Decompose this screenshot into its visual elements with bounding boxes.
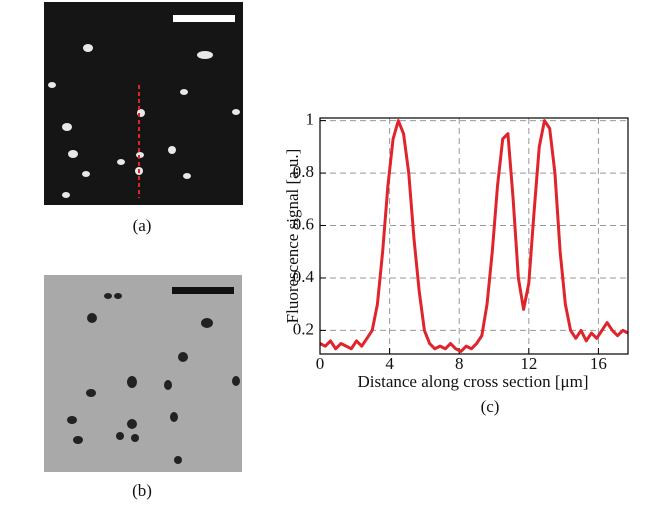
y-tick-label: 0.4 — [293, 267, 315, 286]
data-line — [319, 119, 629, 353]
x-tick-label: 8 — [455, 354, 464, 373]
brightfield-image — [44, 275, 242, 472]
x-tick-label: 0 — [316, 354, 325, 373]
plot-frame — [319, 117, 629, 355]
x-tick-label: 16 — [590, 354, 607, 373]
fluorescence-image — [44, 2, 243, 205]
x-tick-label: 12 — [520, 354, 537, 373]
panel-label: (b) — [132, 481, 152, 500]
x-tick-label: 4 — [385, 354, 394, 373]
y-axis-label: Fluorescence signal [a.u.] — [283, 149, 302, 324]
y-tick-label: 0.2 — [293, 319, 314, 338]
panel-label: (a) — [133, 216, 152, 235]
panel-label: (c) — [481, 397, 500, 416]
y-tick-label: 1 — [306, 110, 315, 129]
y-tick-label: 0.8 — [293, 162, 314, 181]
y-tick-label: 0.6 — [293, 214, 314, 233]
x-axis-label: Distance along cross section [μm] — [358, 372, 589, 391]
